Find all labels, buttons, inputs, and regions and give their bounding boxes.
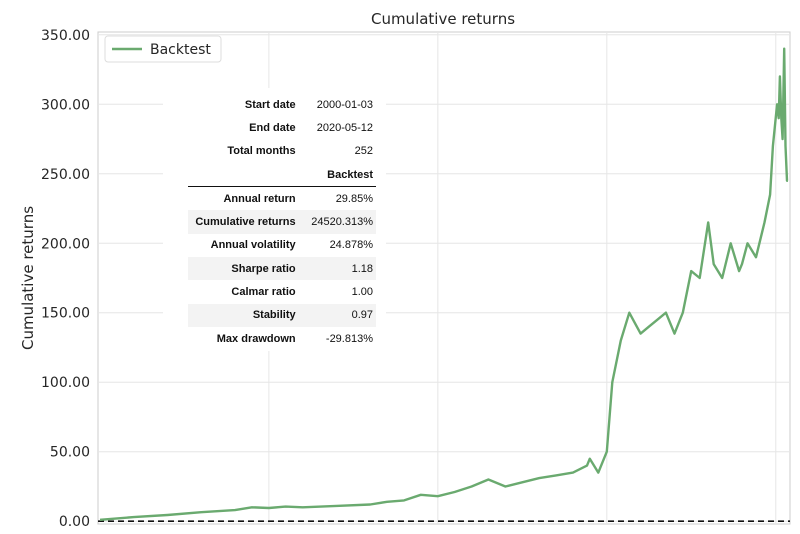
stats-label: Max drawdown xyxy=(216,332,296,345)
stats-value: 24520.313% xyxy=(305,210,376,234)
stats-column-header-row: Backtest xyxy=(188,162,376,188)
y-tick-label: 150.00 xyxy=(41,306,90,322)
stats-value: 1.18 xyxy=(305,257,376,281)
stats-value: 2020-05-12 xyxy=(316,121,373,134)
stats-label: Sharpe ratio xyxy=(188,257,306,281)
stats-value: 1.00 xyxy=(351,286,373,299)
stats-row: Sharpe ratio 1.18 xyxy=(188,257,376,281)
stats-row: End date 2020-05-12 xyxy=(188,116,376,139)
stats-row: Start date 2000-01-03 xyxy=(188,93,376,116)
stats-label: End date xyxy=(249,121,296,134)
stats-value: 2000-01-03 xyxy=(316,98,373,111)
y-tick-label: 350.00 xyxy=(41,28,90,44)
stats-label: Stability xyxy=(188,303,306,327)
y-axis-ticks: 0.00 50.00 100.00 150.00 200.00 250.00 300.00 3… xyxy=(41,28,90,530)
y-tick-label: 0.00 xyxy=(59,514,90,530)
stats-value: 252 xyxy=(354,145,373,158)
stats-row: Annual volatility 24.878% xyxy=(188,234,376,257)
stats-row: Total months 252 xyxy=(188,140,376,163)
legend-box xyxy=(104,35,222,63)
legend: Backtest xyxy=(104,35,222,63)
stats-label: Total months xyxy=(227,145,296,158)
y-tick-label: 50.00 xyxy=(50,445,90,461)
stats-empty-cell xyxy=(188,162,306,188)
stats-label: Annual volatility xyxy=(210,239,296,252)
stats-label: Calmar ratio xyxy=(231,286,296,299)
stats-value: 29.85% xyxy=(335,192,373,205)
stats-row: Stability 0.97 xyxy=(188,303,376,327)
y-tick-label: 250.00 xyxy=(41,167,90,183)
stats-value: -29.813% xyxy=(325,332,373,345)
stats-row: Annual return 29.85% xyxy=(188,187,376,211)
stats-row: Cumulative returns 24520.313% xyxy=(188,210,376,234)
chart-title: Cumulative returns xyxy=(371,10,515,28)
y-tick-label: 300.00 xyxy=(41,97,90,113)
stats-row: Max drawdown -29.813% xyxy=(188,327,376,350)
stats-column-header: Backtest xyxy=(305,162,376,188)
y-tick-label: 200.00 xyxy=(41,236,90,252)
stats-value: 24.878% xyxy=(329,239,373,252)
legend-label: Backtest xyxy=(150,42,211,58)
y-axis-label: Cumulative returns xyxy=(19,206,37,350)
stats-value: 0.97 xyxy=(305,303,376,327)
stats-label: Start date xyxy=(244,98,296,111)
backtest-series-line xyxy=(99,47,789,521)
stats-label: Cumulative returns xyxy=(188,210,306,234)
stats-row: Calmar ratio 1.00 xyxy=(188,280,376,303)
y-tick-label: 100.00 xyxy=(41,375,90,391)
stats-label: Annual return xyxy=(223,192,296,205)
performance-stats-table: Start date 2000-01-03 End date 2020-05-1… xyxy=(163,88,386,351)
